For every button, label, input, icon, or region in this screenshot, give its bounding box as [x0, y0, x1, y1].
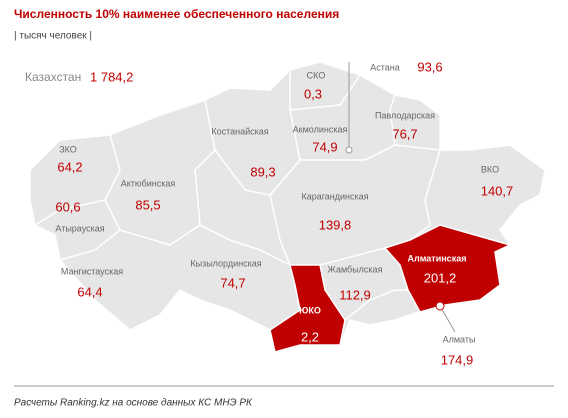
region-value: 174,9 — [441, 352, 474, 367]
region-shape — [383, 224, 513, 313]
region-value: 0,3 — [304, 86, 322, 101]
region-label: Астана — [370, 62, 400, 72]
region-label: Алматы — [443, 334, 476, 344]
region-value: 140,7 — [481, 183, 514, 198]
region-label: Мангистауская — [61, 266, 123, 276]
region-value: 201,2 — [424, 270, 457, 285]
region-value: 89,3 — [250, 164, 275, 179]
region-label: Карагандинская — [301, 191, 368, 201]
city-marker — [435, 301, 445, 311]
region-label: ЗКО — [59, 144, 77, 154]
region-value: 60,6 — [55, 199, 80, 214]
region-value: 74,9 — [312, 139, 337, 154]
region-value: 85,5 — [135, 197, 160, 212]
region-label: Атырауская — [55, 223, 104, 233]
region-label: ЮКО — [299, 305, 321, 315]
total-value: 1 784,2 — [90, 69, 133, 84]
leader-line — [439, 305, 456, 333]
region-label: ВКО — [481, 164, 499, 174]
region-value: 93,6 — [417, 59, 442, 74]
region-value: 112,9 — [339, 287, 371, 302]
subtitle: | тысяч человек | — [14, 31, 92, 42]
map — [29, 61, 546, 353]
region-value: 139,8 — [319, 217, 352, 232]
region-shape — [269, 264, 346, 353]
total-label: Казахстан — [25, 70, 81, 84]
region-value: 76,7 — [392, 126, 417, 141]
region-value: 64,2 — [57, 159, 82, 174]
city-marker — [345, 146, 353, 154]
region-label: Павлодарская — [375, 110, 435, 120]
region-label: Актюбинская — [121, 178, 176, 188]
region-borders — [34, 70, 441, 321]
region-label: Алматинская — [408, 253, 467, 263]
region-value: 2,2 — [301, 329, 319, 344]
region-label: СКО — [307, 70, 326, 80]
region-label: Жамбылская — [328, 264, 383, 274]
footer: Расчеты Ranking.kz на основе данных КС М… — [14, 398, 253, 409]
region-label: Кызылординская — [190, 258, 261, 268]
region-label: Костанайская — [211, 126, 268, 136]
region-label: Акмолинская — [293, 124, 348, 134]
title: Численность 10% наименее обеспеченного н… — [14, 7, 339, 21]
region-value: 74,7 — [220, 275, 245, 290]
region-value: 64,4 — [77, 284, 102, 299]
